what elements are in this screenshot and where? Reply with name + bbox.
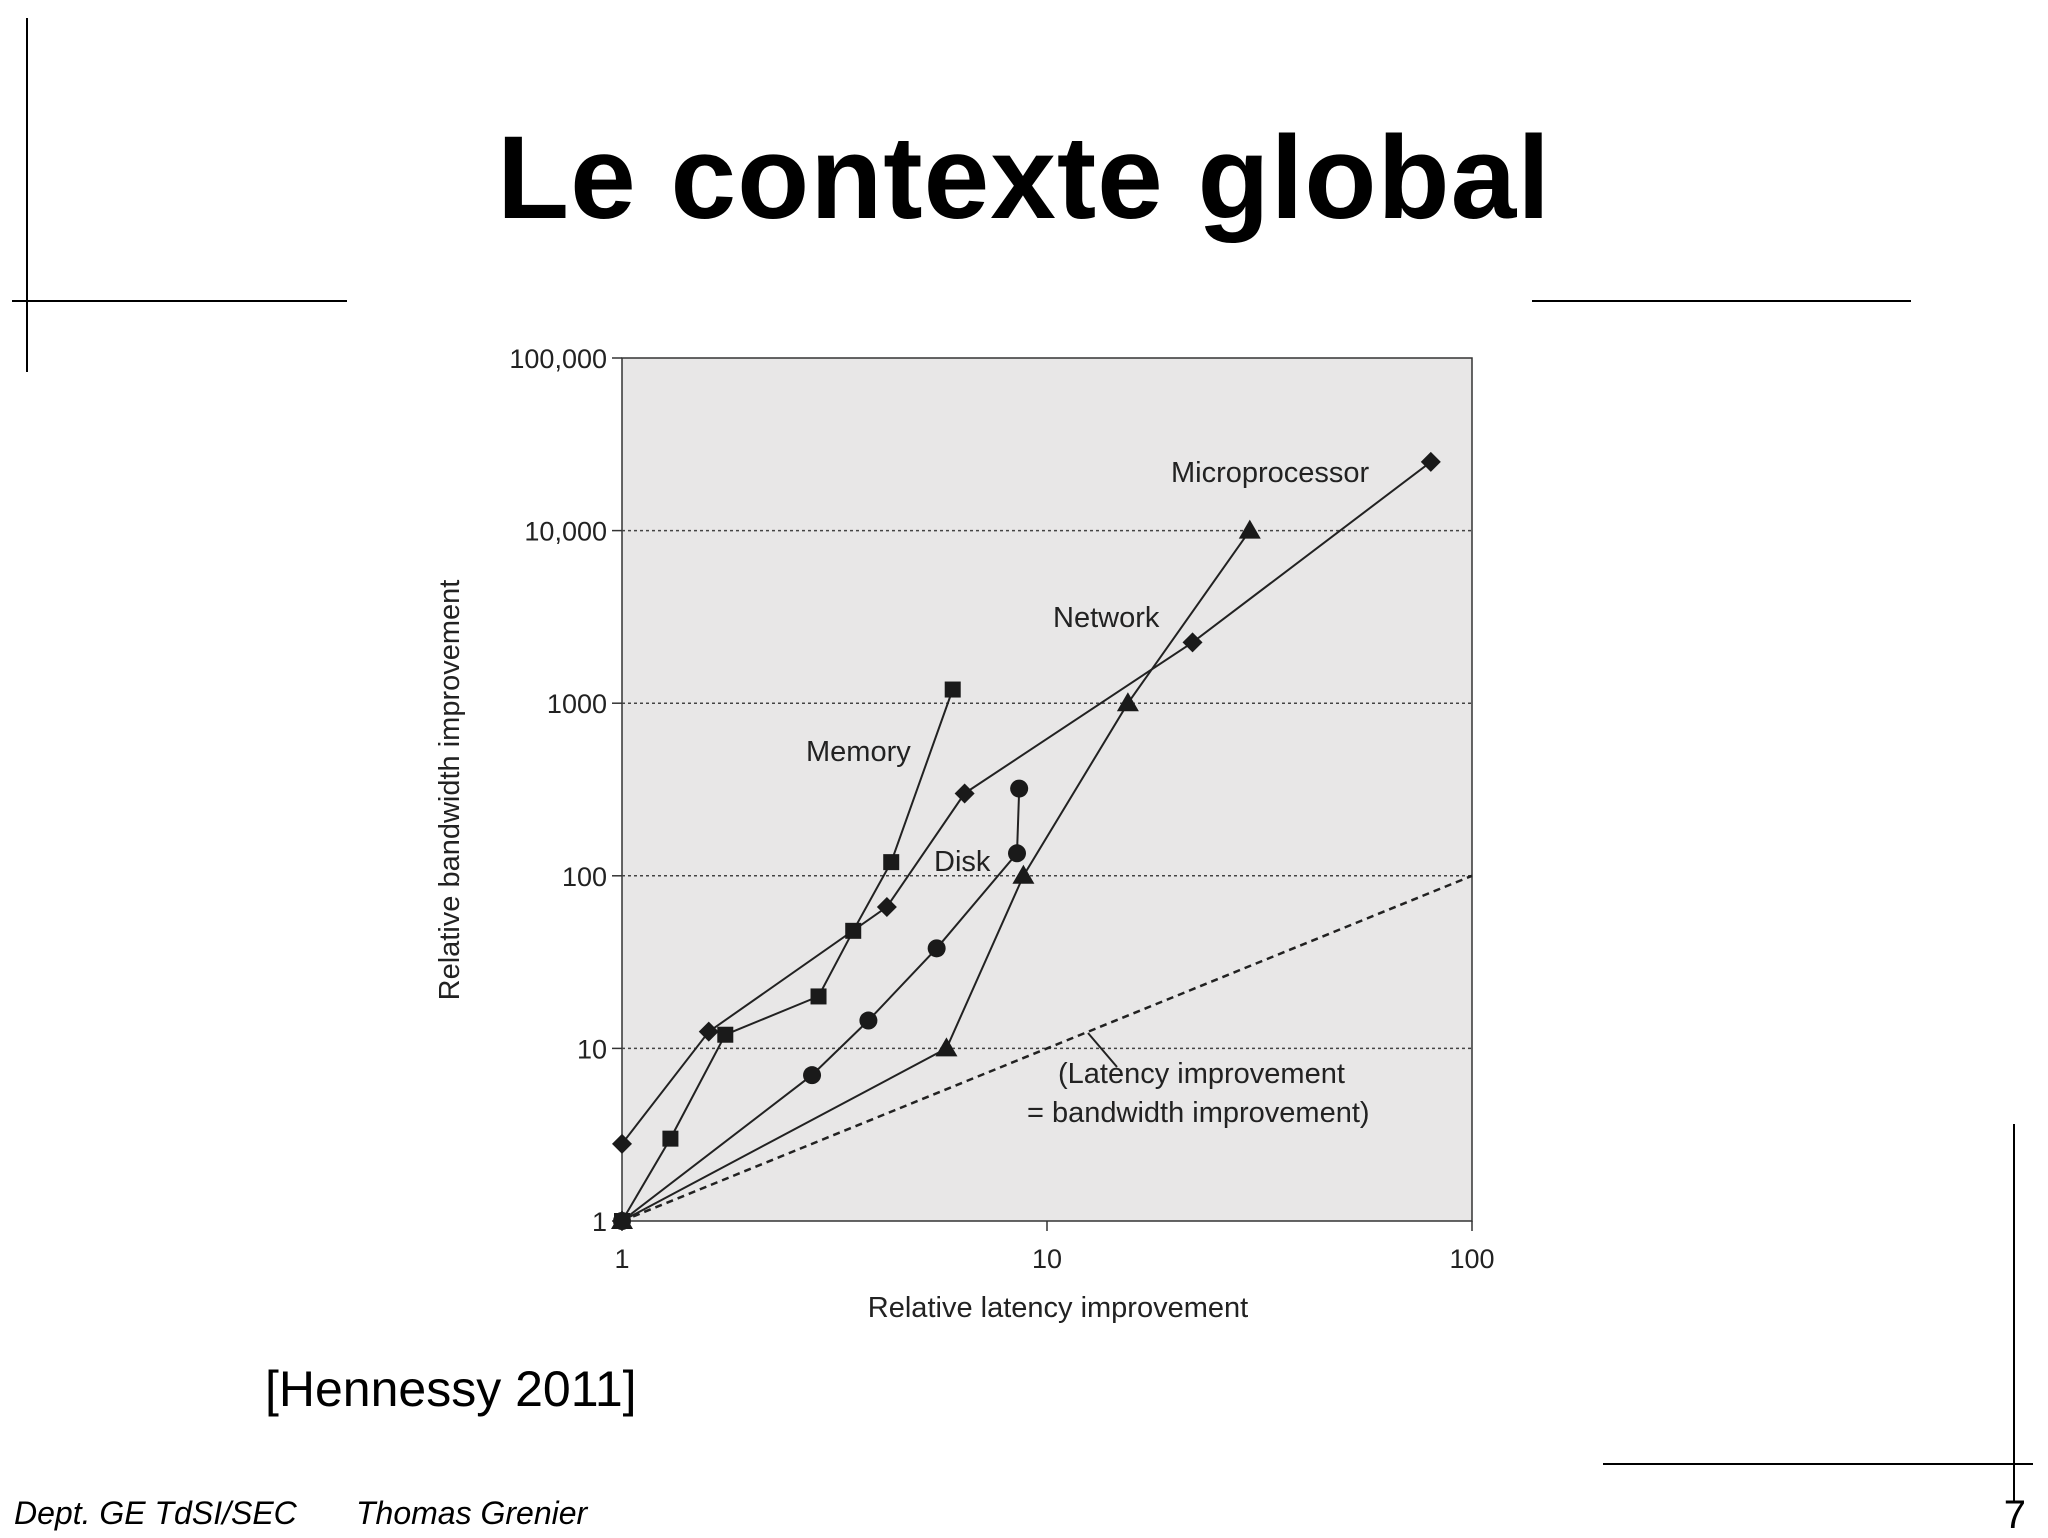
grid-lines	[612, 357, 1473, 1231]
frame-rule-top-left-horizontal	[12, 300, 347, 302]
footer-department: Dept. GE TdSI/SEC	[14, 1495, 297, 1531]
point-memory-6	[944, 681, 961, 698]
series-markers	[611, 451, 1441, 1230]
reference-line-group	[621, 874, 1473, 1223]
point-microprocessor-3	[954, 783, 975, 804]
point-disk-0	[613, 1212, 631, 1230]
point-memory-1	[662, 1130, 679, 1147]
point-memory-2	[717, 1026, 734, 1043]
point-network-1	[935, 1037, 958, 1057]
series-label-microprocessor: Microprocessor	[1171, 457, 1370, 489]
slide-title: Le contexte global	[497, 112, 1551, 244]
reference-line	[621, 874, 1473, 1223]
point-disk-5	[1010, 779, 1029, 798]
reference-line-label-line1: (Latency improvement	[1058, 1058, 1345, 1090]
frame-rule-bottom-right-horizontal	[1603, 1463, 2033, 1465]
series-label-memory: Memory	[806, 736, 911, 768]
y-tick-label-2: 100	[562, 862, 607, 892]
y-tick-label-5: 100,000	[509, 344, 607, 374]
series-label-disk: Disk	[934, 846, 991, 878]
citation: [Hennessy 2011]	[265, 1361, 637, 1417]
point-microprocessor-1	[698, 1021, 719, 1042]
y-tick-label-0: 1	[592, 1207, 607, 1237]
plot-area	[621, 357, 1473, 1222]
point-memory-3	[810, 988, 827, 1005]
frame-rule-top-left-vertical	[26, 18, 28, 372]
point-microprocessor-4	[1182, 632, 1203, 653]
frame-rule-top-right-horizontal	[1532, 300, 1911, 302]
point-microprocessor-5	[1420, 451, 1441, 472]
point-disk-1	[803, 1066, 822, 1085]
point-network-4	[1238, 519, 1261, 539]
point-microprocessor-0	[612, 1133, 632, 1154]
series-line-microprocessor	[621, 461, 1432, 1145]
x-tick-label-2: 100	[1449, 1244, 1494, 1274]
y-axis-label: Relative bandwidth improvement	[434, 580, 466, 1001]
point-memory-5	[883, 854, 900, 871]
point-disk-4	[1008, 844, 1027, 863]
x-tick-label-1: 10	[1032, 1244, 1062, 1274]
point-memory-4	[845, 922, 862, 939]
x-axis-label: Relative latency improvement	[868, 1292, 1248, 1324]
point-microprocessor-2	[876, 896, 897, 917]
point-disk-2	[859, 1011, 878, 1030]
series-label-network: Network	[1053, 602, 1160, 634]
reference-line-label-line2: = bandwidth improvement)	[1027, 1097, 1370, 1129]
point-network-3	[1116, 692, 1139, 712]
tick-labels: 1 10 100 1000 10,000 100,000 1 10 100	[509, 344, 1494, 1274]
page-number: 7	[2003, 1493, 2026, 1537]
y-tick-label-3: 1000	[547, 689, 607, 719]
x-tick-label-0: 1	[614, 1244, 629, 1274]
reference-label-leader	[1087, 1032, 1118, 1068]
point-disk-3	[927, 939, 946, 958]
frame-rule-bottom-right-vertical	[2013, 1124, 2015, 1501]
series-line-disk	[621, 788, 1021, 1222]
y-tick-label-4: 10,000	[524, 517, 607, 547]
footer-author: Thomas Grenier	[356, 1495, 588, 1531]
point-network-2	[1012, 864, 1035, 884]
y-tick-label-1: 10	[577, 1034, 607, 1064]
